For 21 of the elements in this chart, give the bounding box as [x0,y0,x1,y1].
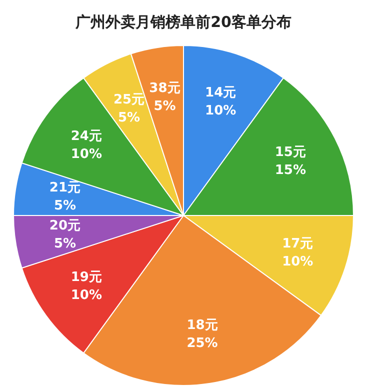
data-label: 10% [70,288,102,304]
data-label: 15% [274,163,306,178]
slice-label: 20元 [49,218,81,234]
data-label: 10% [205,103,236,118]
slice-label: 38元 [149,80,180,96]
data-label: 25% [186,336,218,352]
slice-label: 21元 [49,180,81,196]
data-label: 5% [118,110,140,126]
data-label: 5% [154,98,176,114]
chart-title: 广州外卖月销榜单前20客单分布 [74,13,292,31]
data-label: 10% [282,254,314,270]
data-label: 5% [54,198,76,214]
data-label: 5% [54,236,76,252]
slice-label: 15元 [274,145,306,160]
slice-label: 25元 [113,92,145,108]
slice-label: 19元 [70,270,102,286]
slice-label: 14元 [205,85,236,100]
slice-label: 18元 [186,318,218,334]
data-label: 10% [70,146,102,162]
slice-label: 17元 [282,236,314,252]
slice-label: 24元 [70,128,102,144]
